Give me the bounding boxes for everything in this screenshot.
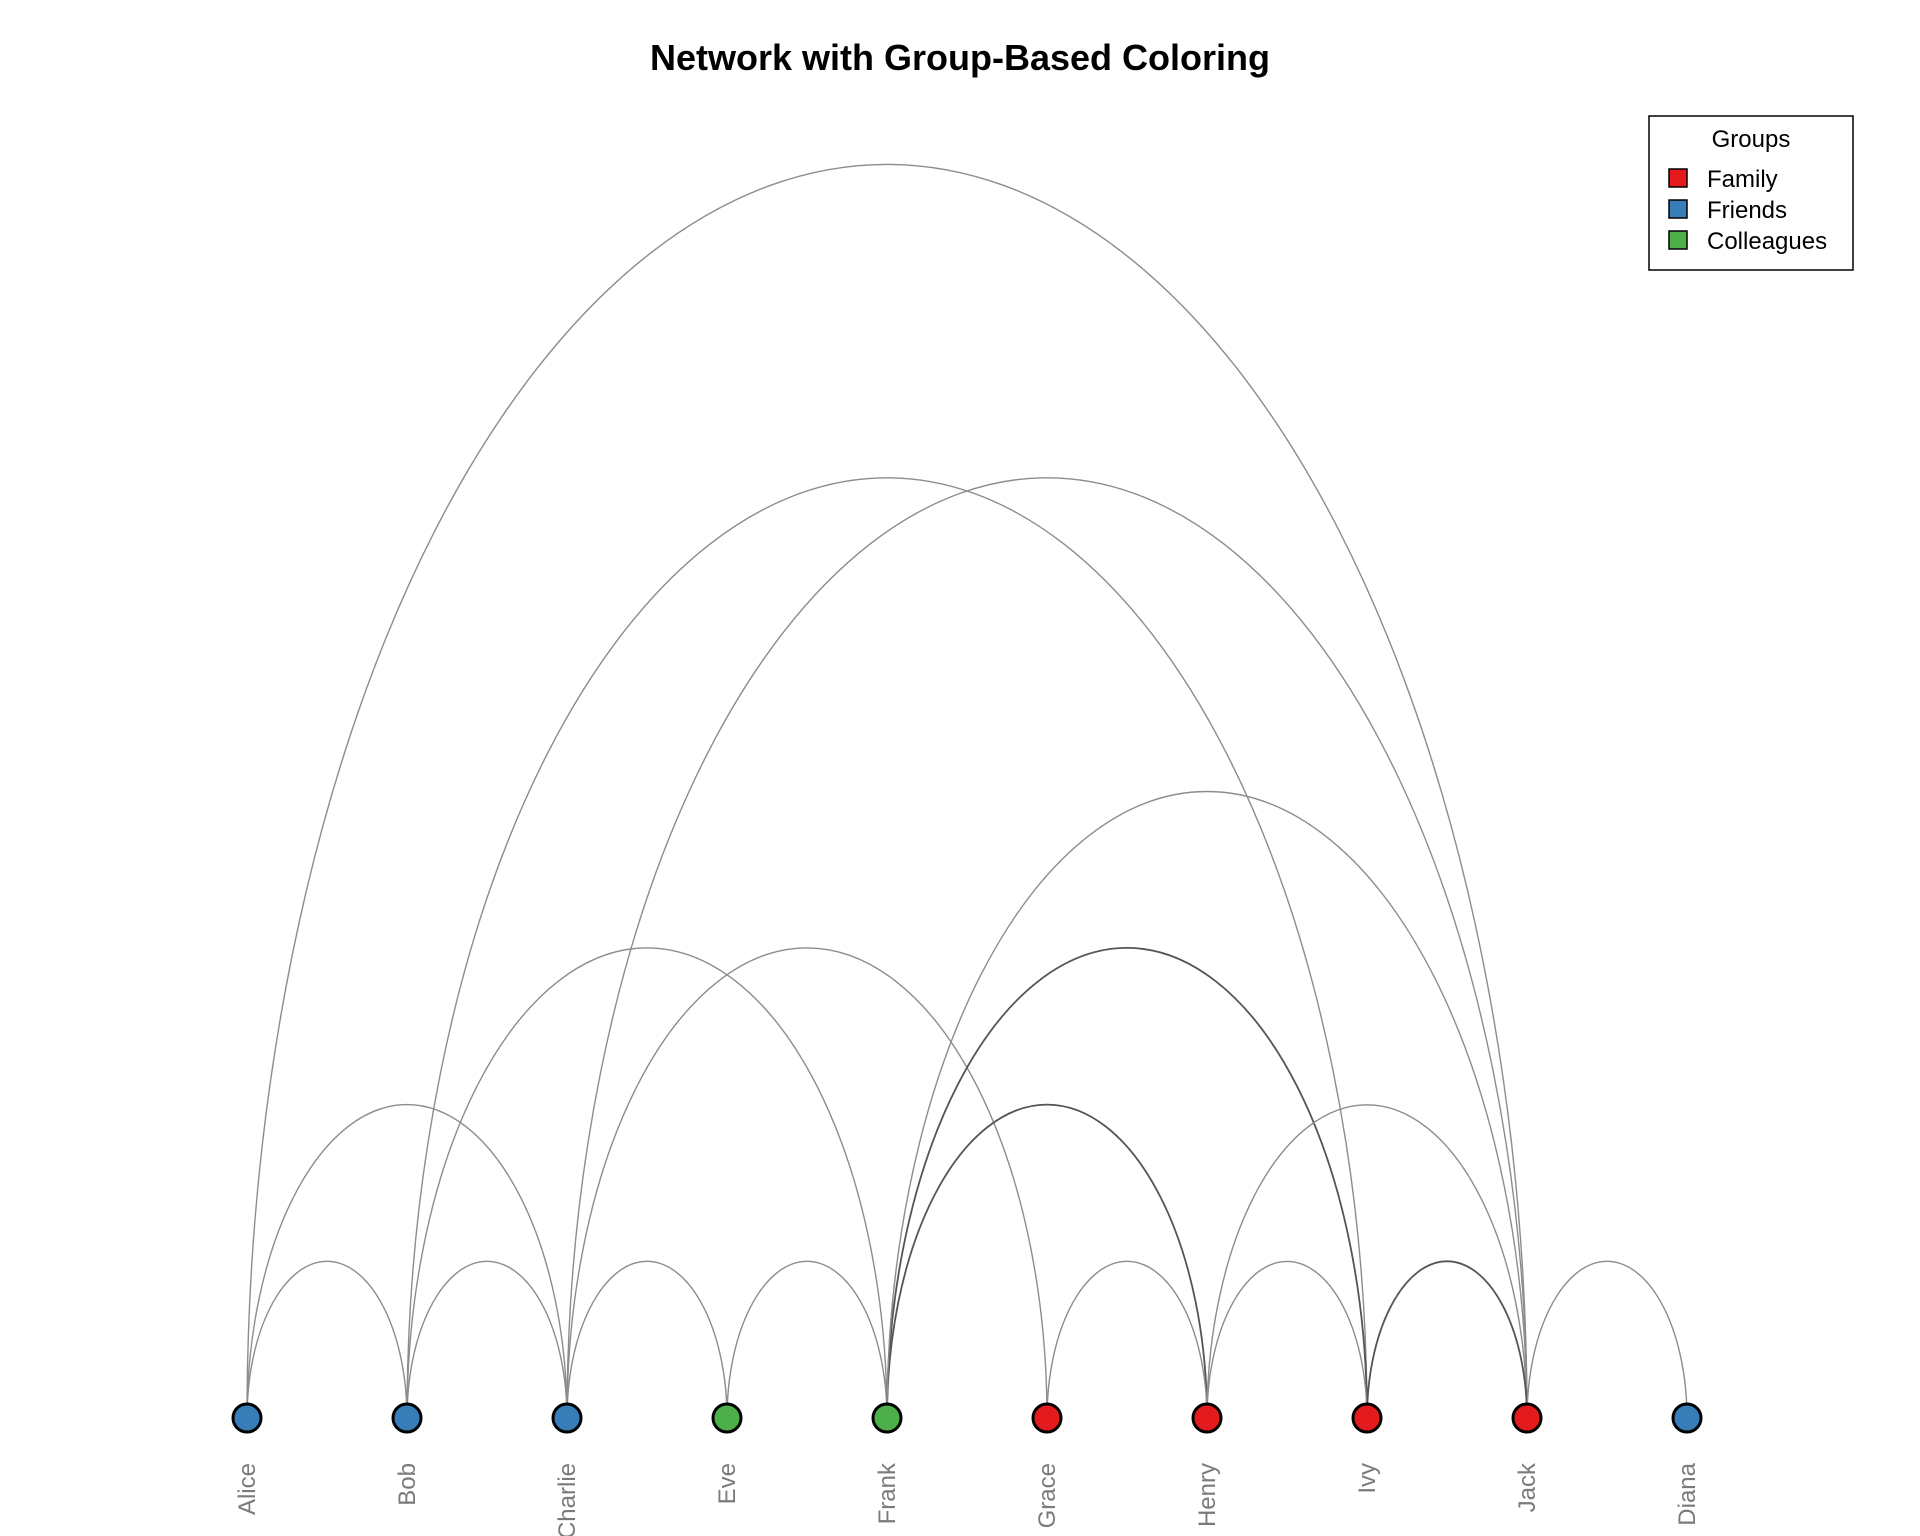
arcs-layer <box>246 163 1688 1419</box>
node-label-henry: Henry <box>1194 1463 1221 1527</box>
node-jack[interactable] <box>1511 1402 1543 1434</box>
edge-frank-jack <box>886 790 1528 1419</box>
legend-swatch-friends <box>1668 199 1688 219</box>
node-alice[interactable] <box>231 1402 263 1434</box>
node-charlie[interactable] <box>551 1402 583 1434</box>
edge-alice-charlie <box>246 1103 568 1419</box>
node-label-ivy: Ivy <box>1354 1463 1381 1494</box>
edge-bob-frank <box>406 947 888 1419</box>
labels-layer: Alice Bob Charlie Eve Frank Grace Henry Ivy Jack… <box>234 1462 1701 1536</box>
edge-grace-henry <box>1046 1260 1208 1419</box>
node-frank[interactable] <box>871 1402 903 1434</box>
node-label-jack: Jack <box>1514 1462 1541 1512</box>
node-ivy[interactable] <box>1351 1402 1383 1434</box>
edge-bob-charlie <box>406 1260 568 1419</box>
edge-alice-jack <box>246 163 1528 1419</box>
legend-entry-colleagues: Colleagues <box>1668 228 1827 255</box>
node-henry[interactable] <box>1191 1402 1223 1434</box>
edge-alice-bob <box>246 1260 408 1419</box>
node-bob[interactable] <box>391 1402 423 1434</box>
node-label-alice: Alice <box>234 1463 261 1515</box>
legend-label-colleagues: Colleagues <box>1707 228 1827 255</box>
node-label-frank: Frank <box>874 1462 901 1524</box>
edge-eve-frank <box>726 1260 888 1419</box>
nodes-layer <box>231 1402 1703 1434</box>
node-label-grace: Grace <box>1034 1463 1061 1528</box>
legend-entry-friends: Friends <box>1668 197 1787 224</box>
node-label-eve: Eve <box>714 1463 741 1504</box>
edge-jack-diana <box>1526 1260 1688 1419</box>
legend-label-family: Family <box>1707 166 1778 193</box>
legend-label-friends: Friends <box>1707 197 1787 224</box>
legend-box <box>1648 115 1854 271</box>
legend-entry-family: Family <box>1668 166 1778 193</box>
edge-charlie-grace <box>566 947 1048 1419</box>
edge-ivy-jack <box>1366 1260 1528 1419</box>
node-diana[interactable] <box>1671 1402 1703 1434</box>
edge-frank-ivy <box>886 947 1368 1419</box>
legend-title: Groups <box>1712 126 1791 153</box>
edge-henry-ivy <box>1206 1260 1368 1419</box>
legend-swatch-family <box>1668 168 1688 188</box>
edge-henry-jack <box>1206 1103 1528 1419</box>
legend: Groups Family Friends Colleagues <box>1648 115 1854 271</box>
chart-title: Network with Group-Based Coloring <box>650 37 1270 78</box>
legend-entries: Family Friends Colleagues <box>1668 166 1827 255</box>
legend-swatch-colleagues <box>1668 230 1688 250</box>
edge-charlie-eve <box>566 1260 728 1419</box>
edge-charlie-jack <box>566 477 1528 1419</box>
node-label-bob: Bob <box>394 1463 421 1506</box>
node-grace[interactable] <box>1031 1402 1063 1434</box>
edge-frank-henry <box>886 1103 1208 1419</box>
edge-bob-ivy <box>406 477 1368 1419</box>
node-label-charlie: Charlie <box>554 1463 581 1536</box>
node-label-diana: Diana <box>1674 1462 1701 1525</box>
node-eve[interactable] <box>711 1402 743 1434</box>
